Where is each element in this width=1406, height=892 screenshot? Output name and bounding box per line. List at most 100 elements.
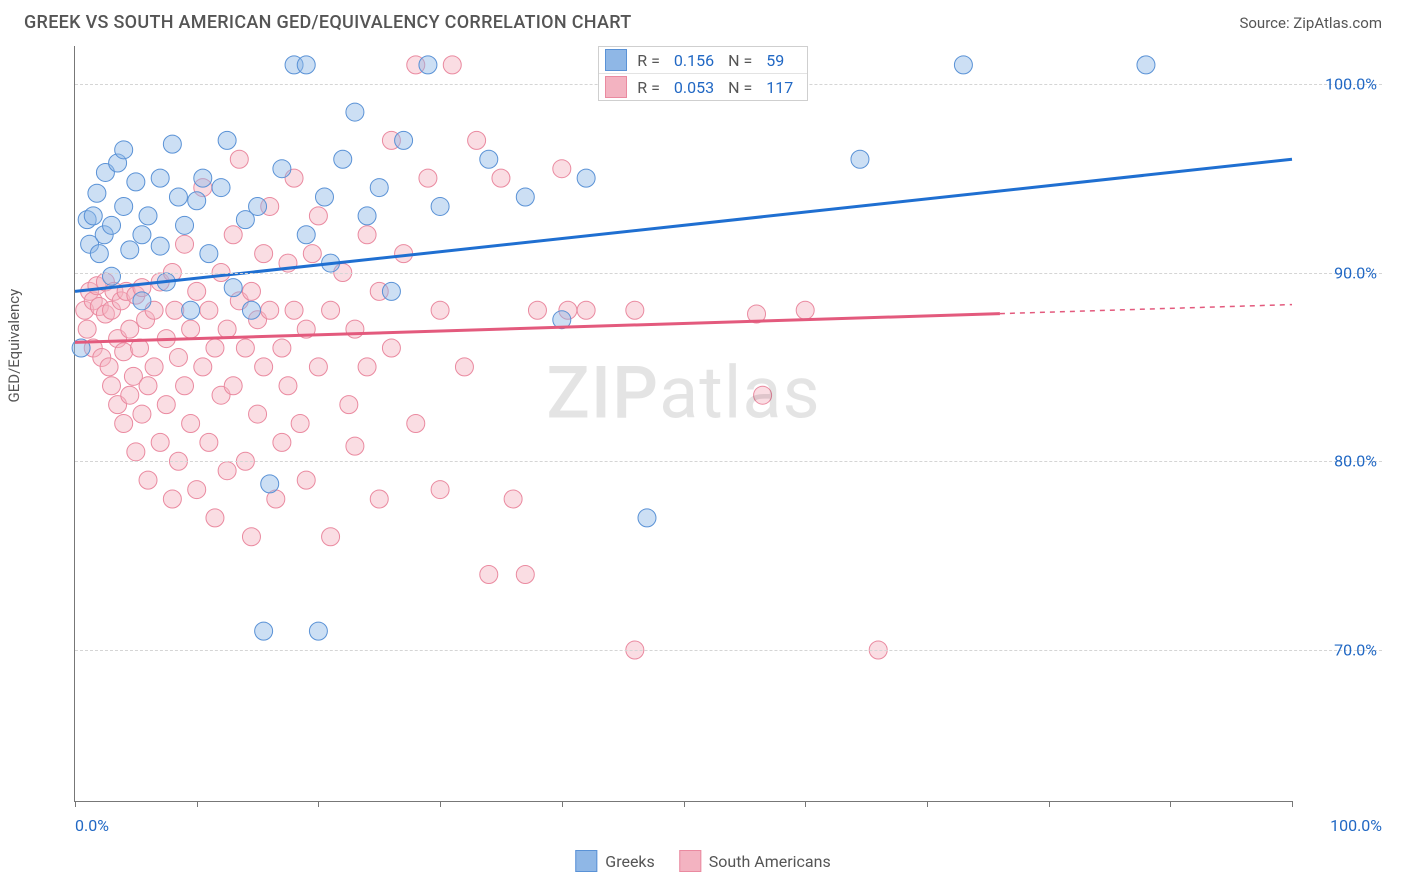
data-point [297, 56, 315, 74]
data-point [431, 301, 449, 319]
data-point [236, 339, 254, 357]
data-point [370, 179, 388, 197]
legend-item: Greeks [575, 850, 655, 872]
data-point [242, 282, 260, 300]
data-point [121, 320, 139, 338]
legend-label: Greeks [605, 852, 655, 871]
x-tick [197, 801, 198, 807]
data-point [100, 358, 118, 376]
y-tick-label: 90.0% [1334, 263, 1377, 282]
data-point [151, 169, 169, 187]
data-point [200, 245, 218, 263]
x-tick [805, 801, 806, 807]
data-point [638, 509, 656, 527]
y-tick-label: 70.0% [1334, 641, 1377, 660]
data-point [133, 226, 151, 244]
data-point [103, 216, 121, 234]
data-point [322, 301, 340, 319]
data-point [309, 358, 327, 376]
data-point [206, 509, 224, 527]
x-tick [684, 801, 685, 807]
data-point [115, 141, 133, 159]
data-point [303, 245, 321, 263]
data-point [218, 320, 236, 338]
data-point [103, 377, 121, 395]
data-point [261, 475, 279, 493]
regression-line-dashed [1000, 305, 1292, 314]
data-point [346, 437, 364, 455]
data-point [516, 566, 534, 584]
data-point [419, 56, 437, 74]
data-point [88, 184, 106, 202]
data-point [577, 301, 595, 319]
data-point [322, 528, 340, 546]
y-tick-label: 80.0% [1334, 452, 1377, 471]
legend-n-label: N = [728, 78, 752, 97]
legend-swatch [575, 850, 597, 872]
data-point [139, 207, 157, 225]
x-tick [75, 801, 76, 807]
data-point [157, 396, 175, 414]
data-point [212, 179, 230, 197]
data-point [255, 622, 273, 640]
x-tick [318, 801, 319, 807]
data-point [954, 56, 972, 74]
data-point [115, 197, 133, 215]
data-point [200, 433, 218, 451]
data-point [194, 358, 212, 376]
data-point [553, 160, 571, 178]
data-point [309, 207, 327, 225]
data-point [358, 358, 376, 376]
gridline [75, 650, 1382, 651]
legend-n-label: N = [728, 51, 752, 70]
data-point [255, 245, 273, 263]
data-point [163, 135, 181, 153]
x-tick [440, 801, 441, 807]
data-point [382, 282, 400, 300]
x-tick [1049, 801, 1050, 807]
data-point [169, 348, 187, 366]
data-point [176, 235, 194, 253]
x-tick [1292, 801, 1293, 807]
data-point [291, 415, 309, 433]
source-label: Source: ZipAtlas.com [1239, 14, 1382, 32]
data-point [139, 377, 157, 395]
data-point [279, 377, 297, 395]
data-point [115, 415, 133, 433]
x-tick [927, 801, 928, 807]
data-point [182, 301, 200, 319]
data-point [273, 160, 291, 178]
data-point [346, 103, 364, 121]
data-point [84, 207, 102, 225]
x-tick [1170, 801, 1171, 807]
data-point [492, 169, 510, 187]
chart-title: GREEK VS SOUTH AMERICAN GED/EQUIVALENCY … [24, 12, 632, 33]
data-point [504, 490, 522, 508]
x-tick [562, 801, 563, 807]
data-point [285, 301, 303, 319]
legend-r-label: R = [637, 78, 660, 97]
data-point [340, 396, 358, 414]
legend-r-value: 0.156 [670, 51, 718, 70]
data-point [273, 433, 291, 451]
data-point [145, 358, 163, 376]
data-point [206, 339, 224, 357]
legend-row: R =0.156N =59 [599, 47, 807, 74]
data-point [224, 279, 242, 297]
legend-r-value: 0.053 [670, 78, 718, 97]
data-point [309, 622, 327, 640]
data-point [577, 169, 595, 187]
x-axis-max-label: 100.0% [1330, 816, 1382, 835]
data-point [1137, 56, 1155, 74]
data-point [194, 169, 212, 187]
data-point [297, 226, 315, 244]
data-point [468, 131, 486, 149]
data-point [90, 245, 108, 263]
data-point [796, 301, 814, 319]
data-point [455, 358, 473, 376]
legend-swatch [679, 850, 701, 872]
data-point [358, 207, 376, 225]
data-point [182, 320, 200, 338]
data-point [480, 150, 498, 168]
data-point [133, 405, 151, 423]
